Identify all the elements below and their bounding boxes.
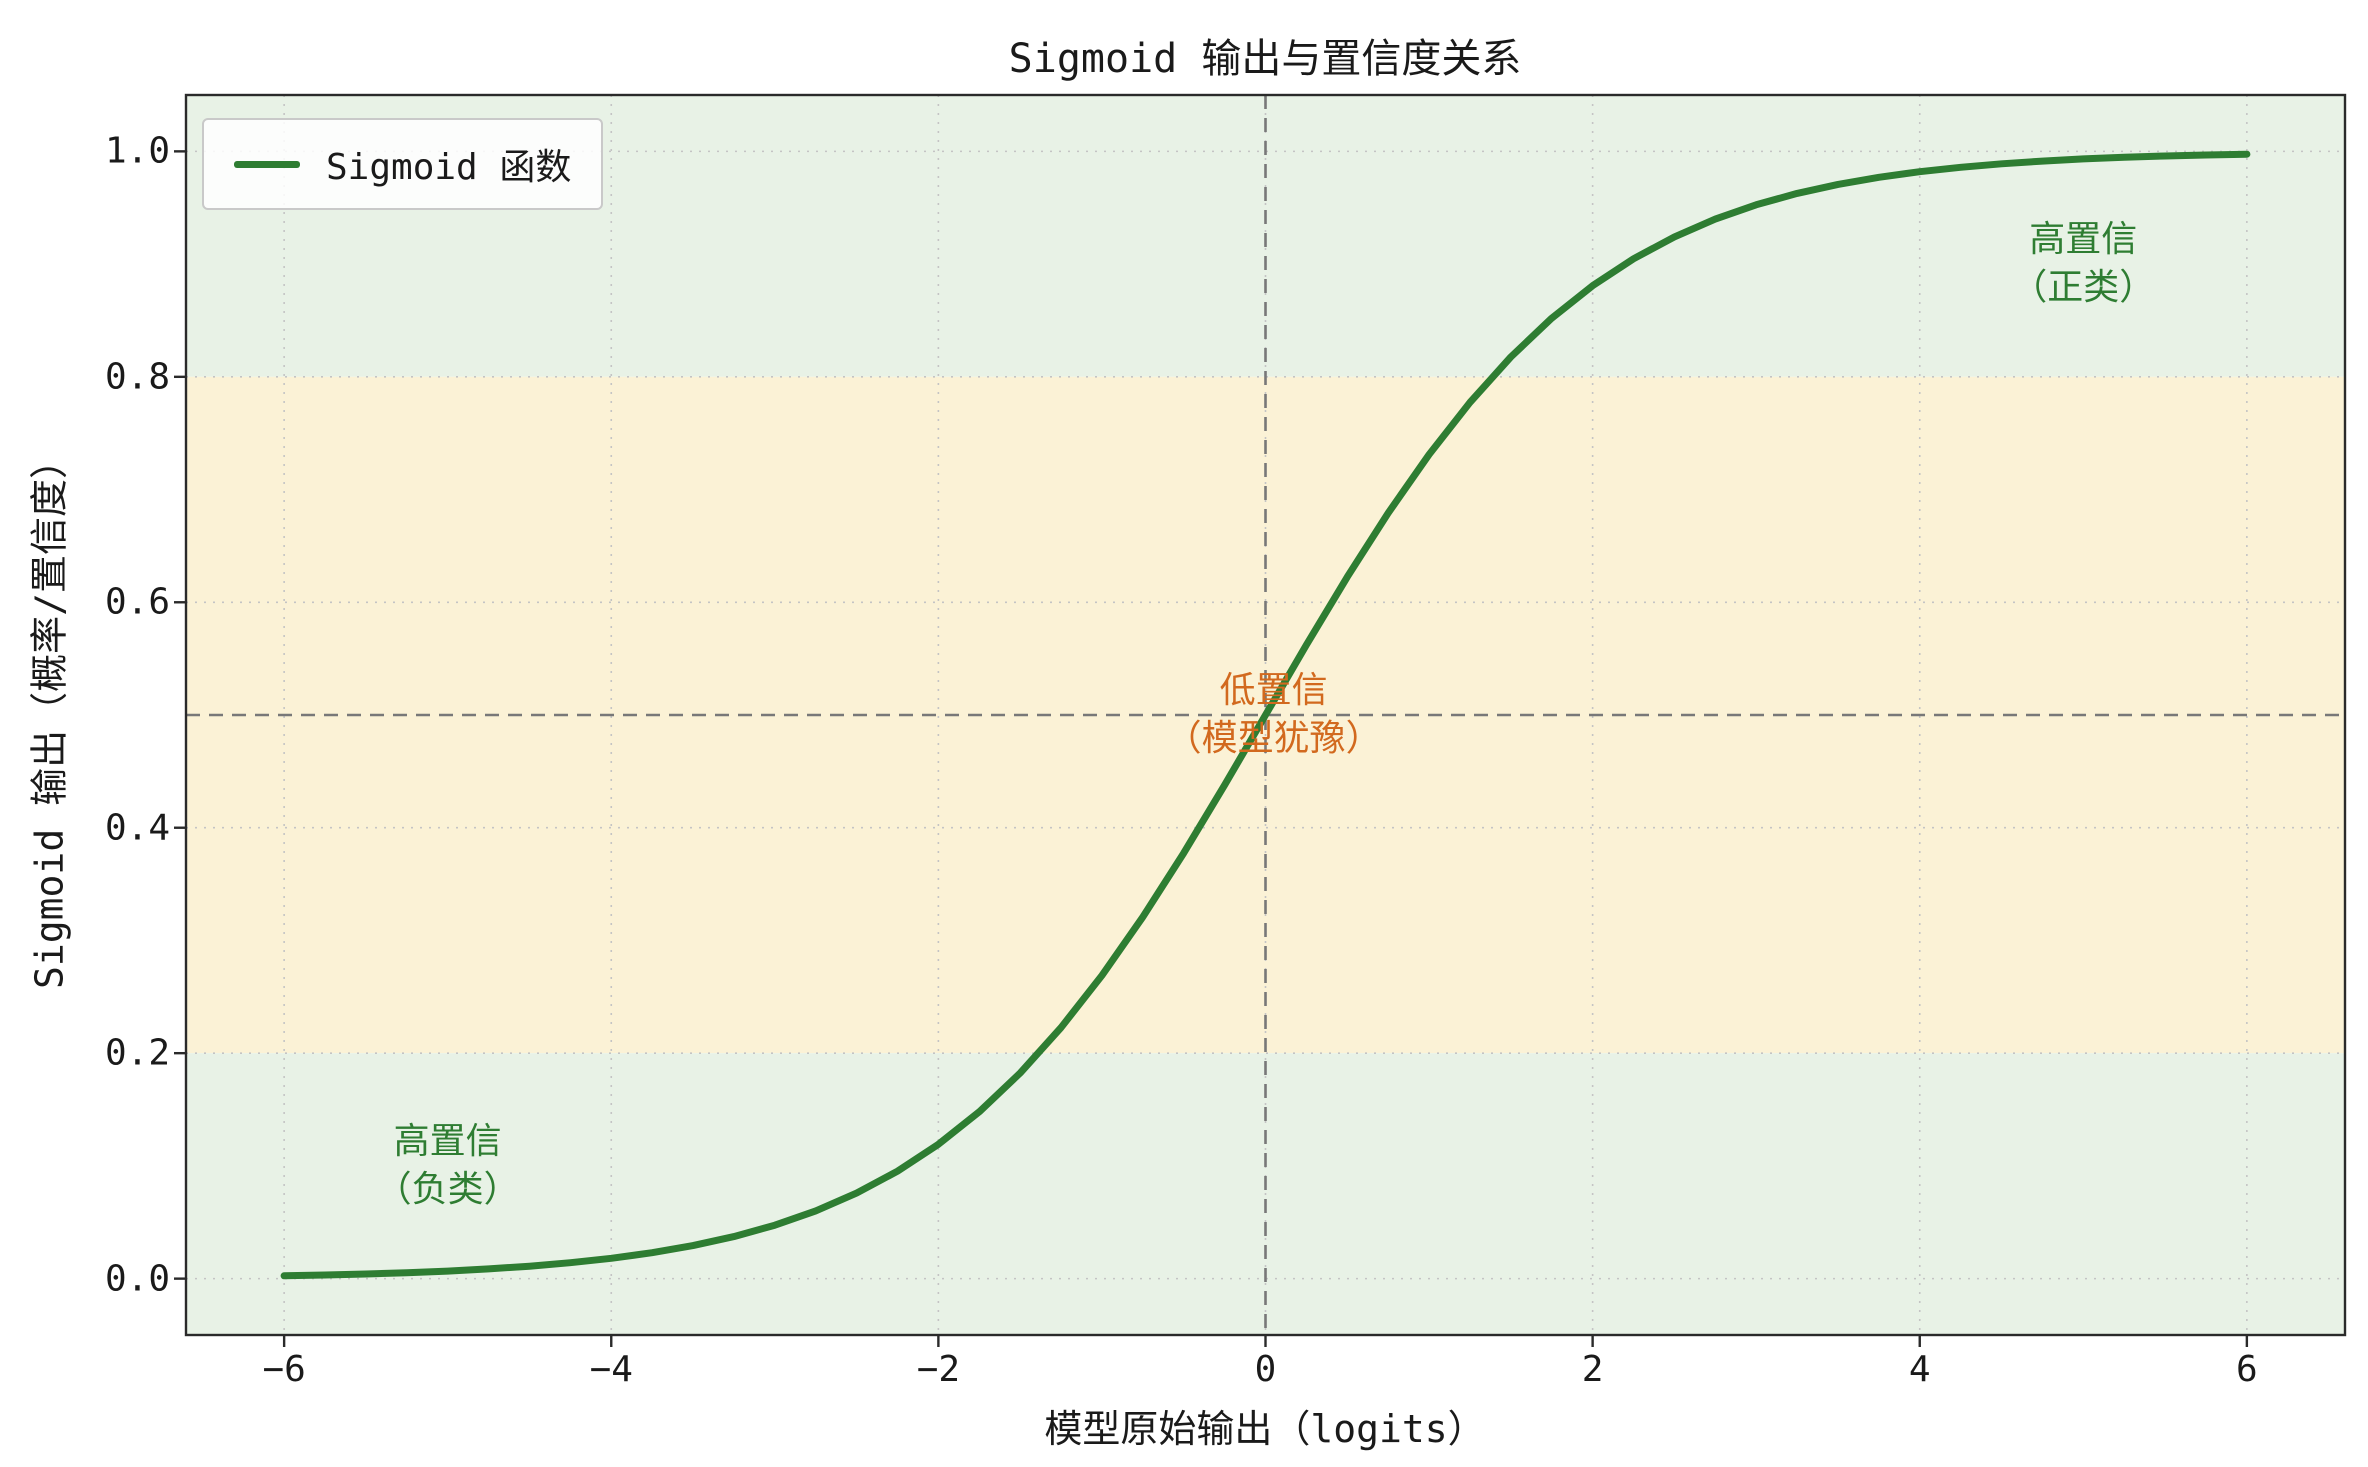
legend-label: Sigmoid 函数 — [326, 147, 572, 188]
legend: Sigmoid 函数 — [202, 118, 604, 210]
y-axis-label: Sigmoid 输出（概率/置信度） — [27, 441, 72, 989]
x-tick-label: 6 — [2236, 1349, 2258, 1390]
annotation-high-confidence-positive: 高置信 （正类） — [2011, 219, 2156, 309]
x-tick-label: −6 — [262, 1349, 306, 1390]
legend-line-swatch — [234, 160, 300, 168]
y-tick-label: 1.0 — [104, 130, 170, 172]
annotation-low-confidence: 低置信 （模型犹豫） — [1165, 670, 1382, 759]
x-tick-label: −4 — [589, 1349, 633, 1390]
y-tick-label: 0.2 — [104, 1032, 170, 1074]
y-tick-label: 0.6 — [104, 581, 170, 623]
x-axis-label: 模型原始输出（logits） — [1044, 1407, 1486, 1451]
annotation-high-confidence-negative: 高置信 （负类） — [375, 1120, 520, 1210]
y-tick-label: 0.0 — [104, 1258, 170, 1300]
x-tick-label: 2 — [1581, 1349, 1604, 1390]
y-tick-label: 0.4 — [104, 807, 170, 849]
chart-title: Sigmoid 输出与置信度关系 — [1008, 36, 1522, 82]
x-tick-label: 0 — [1254, 1349, 1277, 1390]
x-tick-label: −2 — [916, 1349, 961, 1390]
sigmoid-curve — [280, 150, 2251, 1280]
y-tick-label: 0.8 — [104, 356, 170, 398]
x-tick-label: 4 — [1908, 1349, 1931, 1390]
